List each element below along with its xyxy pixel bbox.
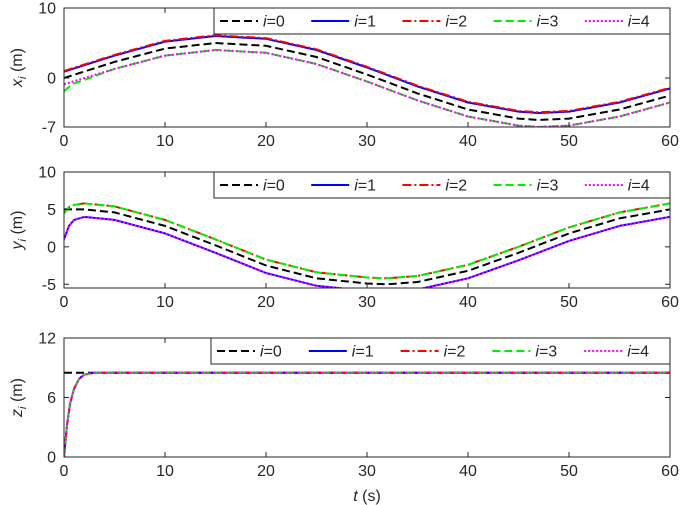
- x-tick-label: 60: [661, 463, 679, 480]
- legend-label: i=2: [445, 178, 467, 195]
- legend-label: i=1: [352, 344, 374, 361]
- x-tick-label: 50: [560, 133, 578, 150]
- series-line-i4: [64, 215, 670, 288]
- legend-label: i=3: [537, 14, 559, 31]
- series-line-i1: [64, 35, 670, 114]
- x-tick-label: 20: [257, 294, 275, 311]
- subplot-3: 0 10 20 30 40 50 60 0 6 12 zi (m) t (s) i=0 i=1 i=2 i=3…: [9, 331, 679, 505]
- x-tick-label: 10: [156, 133, 174, 150]
- legend-label: i=4: [628, 14, 650, 31]
- y-tick-label: 6: [47, 390, 56, 407]
- series-line-i3: [64, 371, 670, 457]
- series-line-i3: [64, 49, 670, 127]
- x-tick-label: 30: [358, 463, 376, 480]
- legend-label: i=0: [263, 178, 285, 195]
- y-axis-label: xi (m): [9, 48, 29, 88]
- x-tick-label: 30: [358, 133, 376, 150]
- x-tick-label: 20: [257, 463, 275, 480]
- x-tick-label: 40: [459, 133, 477, 150]
- series-line-i2: [64, 202, 670, 280]
- x-tick-label: 0: [60, 133, 69, 150]
- y-tick-label: 10: [38, 165, 56, 182]
- x-tick-label: 40: [459, 294, 477, 311]
- x-tick-label: 0: [60, 294, 69, 311]
- x-tick-label: 10: [156, 463, 174, 480]
- x-tick-label: 60: [661, 294, 679, 311]
- series-group: [64, 371, 670, 457]
- x-tick-label: 50: [560, 463, 578, 480]
- legend: i=0 i=1 i=2 i=3 i=4: [213, 171, 671, 199]
- legend-label: i=1: [354, 178, 376, 195]
- legend-label: i=0: [260, 344, 282, 361]
- series-line-i2: [64, 34, 670, 114]
- y-tick-label: -7: [42, 120, 56, 137]
- y-tick-label: -5: [42, 277, 56, 294]
- y-tick-label: 10: [38, 1, 56, 18]
- legend-label: i=0: [263, 14, 285, 31]
- y-axis-label: yi (m): [9, 211, 29, 251]
- x-tick-label: 60: [661, 133, 679, 150]
- x-tick-label: 40: [459, 463, 477, 480]
- legend-label: i=1: [354, 14, 376, 31]
- legend-label: i=3: [535, 344, 557, 361]
- y-tick-label: 5: [47, 202, 56, 219]
- x-tick-label: 20: [257, 133, 275, 150]
- legend: i=0 i=1 i=2 i=3 i=4: [213, 7, 671, 35]
- legend-label: i=2: [445, 14, 467, 31]
- x-tick-label: 10: [156, 294, 174, 311]
- legend: i=0 i=1 i=2 i=3 i=4: [210, 337, 671, 365]
- legend-label: i=4: [628, 178, 650, 195]
- x-tick-label: 30: [358, 294, 376, 311]
- series-group: [64, 34, 670, 127]
- series-line-i0: [64, 42, 670, 121]
- x-tick-label: 0: [60, 463, 69, 480]
- series-line-i1: [64, 215, 670, 288]
- series-line-i4: [64, 371, 670, 457]
- x-tick-label: 50: [560, 294, 578, 311]
- legend-label: i=3: [537, 178, 559, 195]
- series-line-i3: [64, 202, 670, 280]
- x-axis-label: t (s): [353, 488, 381, 505]
- series-line-i1: [64, 371, 670, 457]
- series-line-i4: [64, 49, 670, 127]
- y-tick-label: 12: [38, 331, 56, 348]
- y-tick-label: 0: [47, 450, 56, 467]
- y-tick-label: 0: [47, 71, 56, 88]
- legend-label: i=2: [444, 344, 466, 361]
- y-tick-label: 0: [47, 239, 56, 256]
- series-line-i2: [64, 371, 670, 457]
- y-axis-label: zi (m): [9, 378, 29, 418]
- series-line-i0: [64, 208, 670, 286]
- legend-label: i=4: [627, 344, 649, 361]
- series-group: [64, 202, 670, 288]
